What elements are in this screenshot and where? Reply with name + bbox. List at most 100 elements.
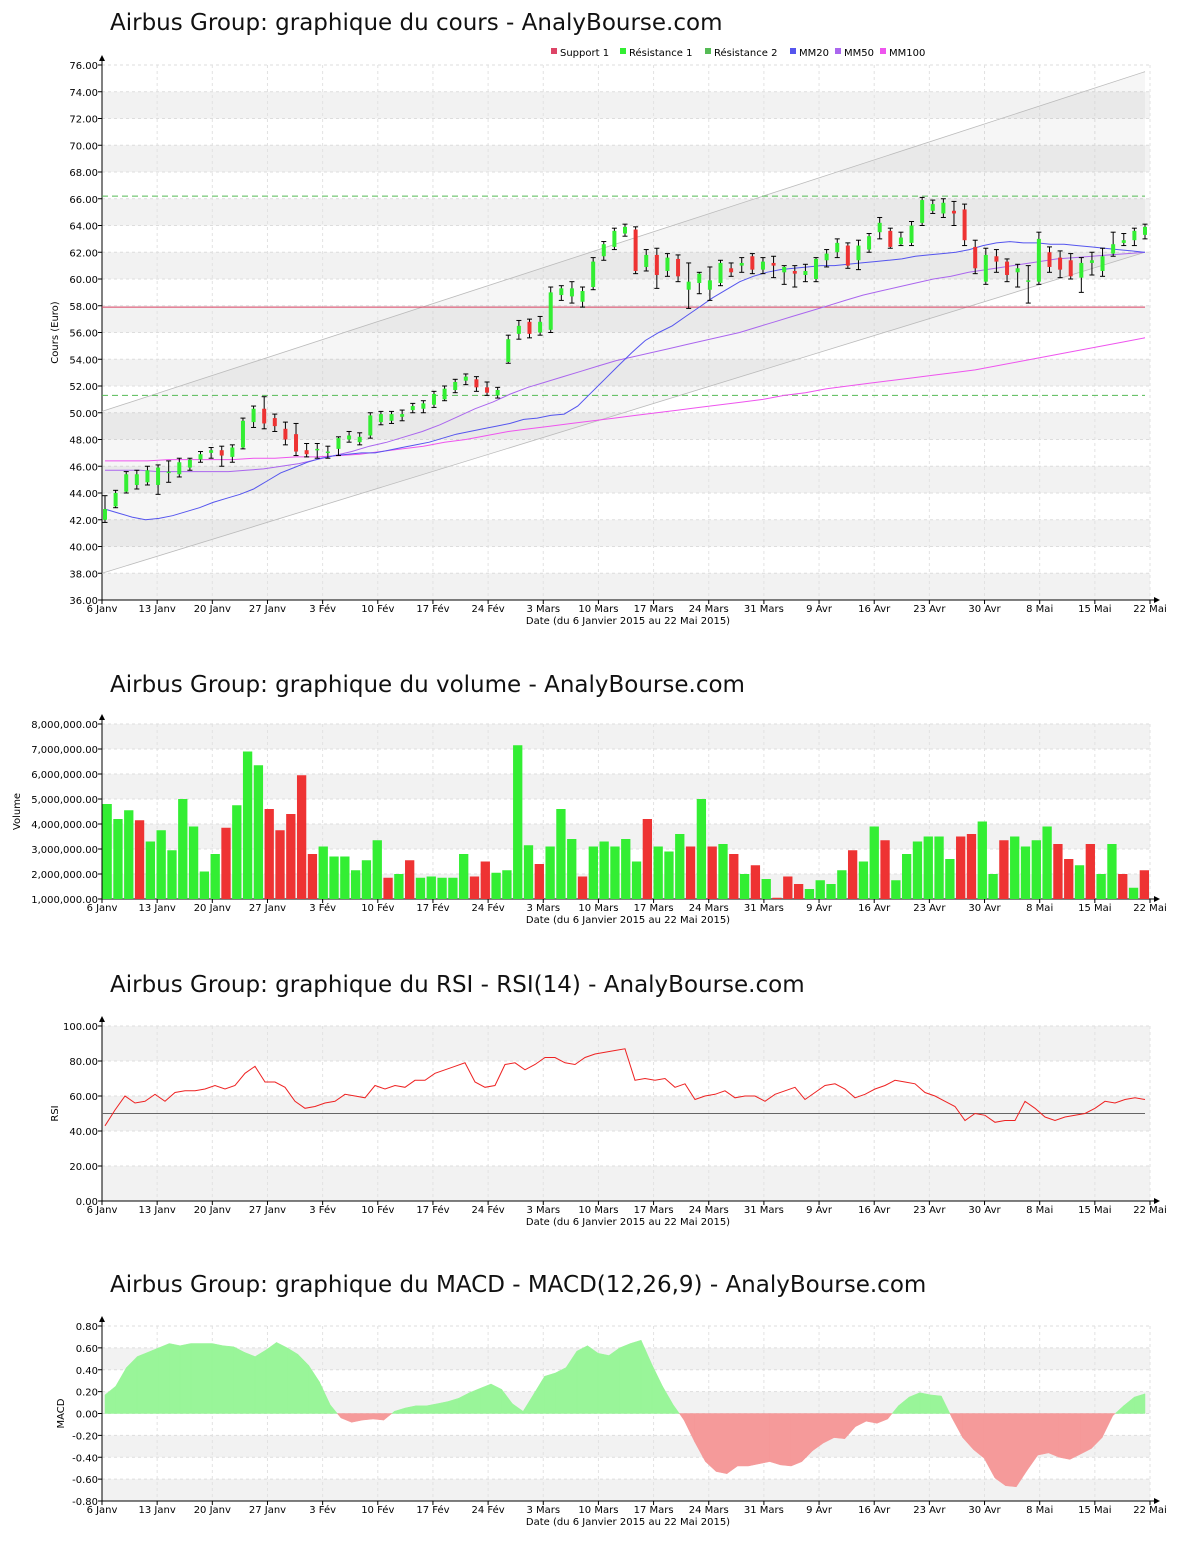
volume-bar bbox=[372, 840, 382, 899]
candle-body bbox=[1047, 252, 1052, 267]
candle-body bbox=[538, 321, 543, 333]
x-tick-label: 13 Janv bbox=[139, 903, 176, 914]
candle bbox=[1015, 263, 1021, 288]
candle-body bbox=[898, 237, 903, 245]
y-tick-label: 46.00 bbox=[69, 462, 98, 473]
candle-body bbox=[559, 288, 564, 296]
grid-band bbox=[102, 359, 1150, 386]
y-tick-label: 0.60 bbox=[76, 1344, 98, 1355]
x-tick-label: 20 Janv bbox=[194, 604, 231, 615]
x-tick-label: 20 Janv bbox=[194, 1205, 231, 1216]
candle bbox=[686, 262, 692, 309]
y-tick-label: 44.00 bbox=[69, 489, 98, 500]
candle-body bbox=[676, 258, 681, 277]
x-tick-label: 23 Avr bbox=[913, 1505, 946, 1516]
candle-body bbox=[1100, 256, 1105, 271]
volume-bar bbox=[124, 810, 134, 899]
volume-bar bbox=[783, 876, 793, 899]
volume-bar bbox=[567, 839, 577, 899]
legend-swatch bbox=[790, 48, 796, 54]
x-tick-label: 17 Fév bbox=[416, 902, 449, 914]
candle bbox=[1025, 265, 1031, 304]
candle-body bbox=[453, 381, 458, 391]
candle-body bbox=[198, 454, 203, 460]
volume-bar bbox=[545, 846, 555, 899]
candle bbox=[611, 227, 617, 251]
candle bbox=[1110, 231, 1116, 257]
candle bbox=[919, 196, 925, 226]
candle bbox=[346, 430, 352, 443]
x-tick-label: 24 Fév bbox=[472, 1504, 505, 1516]
y-tick-label: 3,000,000.00 bbox=[31, 845, 98, 856]
candle-body bbox=[654, 254, 659, 275]
rsi-chart: 0.00 20.00 40.00 60.00 80.00 100.00 6 Janv 13 J… bbox=[50, 1016, 1167, 1228]
volume-bar bbox=[956, 836, 966, 899]
candle-body bbox=[1089, 260, 1094, 263]
candle bbox=[749, 253, 755, 275]
candle-body bbox=[686, 281, 691, 290]
legend-swatch bbox=[880, 48, 886, 54]
y-tick-label: 68.00 bbox=[69, 168, 98, 179]
candle-body bbox=[113, 493, 118, 507]
candle bbox=[389, 410, 395, 424]
candle-body bbox=[336, 438, 341, 449]
candle bbox=[558, 285, 564, 301]
volume-bar bbox=[815, 880, 825, 899]
y-tick-label: 20.00 bbox=[69, 1162, 98, 1173]
volume-bar bbox=[977, 821, 987, 899]
x-tick-label: 8 Mai bbox=[1026, 1505, 1053, 1516]
candle bbox=[1068, 253, 1074, 280]
macd-positive-area bbox=[104, 1339, 1146, 1414]
candle-body bbox=[941, 202, 946, 214]
candle bbox=[378, 410, 384, 426]
y-tick-label: 70.00 bbox=[69, 141, 98, 152]
y-tick-label: 48.00 bbox=[69, 436, 98, 447]
volume-bar bbox=[631, 861, 642, 899]
x-tick-label: 24 Mars bbox=[689, 1505, 729, 1516]
x-tick-label: 16 Avr bbox=[858, 1505, 891, 1516]
candle-body bbox=[495, 390, 500, 396]
candle-body bbox=[867, 236, 872, 250]
candle bbox=[166, 460, 172, 483]
y-tick-label: 80.00 bbox=[69, 1057, 98, 1068]
channel-upper-line bbox=[101, 71, 1146, 412]
x-tick-label: 8 Mai bbox=[1026, 604, 1053, 615]
candle bbox=[495, 386, 501, 399]
candle bbox=[282, 421, 288, 446]
y-tick-label: 76.00 bbox=[69, 61, 98, 72]
x-tick-label: 15 Mai bbox=[1078, 903, 1111, 914]
x-tick-label: 23 Avr bbox=[913, 1205, 946, 1216]
y-tick-label: 36.00 bbox=[69, 596, 98, 607]
volume-bar bbox=[675, 834, 685, 899]
x-axis-label: Date (du 6 Janvier 2015 au 22 Mai 2015) bbox=[526, 915, 730, 926]
candle bbox=[410, 402, 416, 414]
y-axis-arrow bbox=[99, 1316, 105, 1322]
candle-body bbox=[166, 471, 171, 474]
legend-swatch bbox=[705, 48, 711, 54]
y-tick-label: 0.40 bbox=[76, 1366, 98, 1377]
grid-band bbox=[102, 145, 1150, 172]
candle-body bbox=[368, 415, 373, 436]
candle bbox=[463, 373, 469, 386]
candle bbox=[219, 445, 225, 467]
x-tick-label: 3 Fév bbox=[309, 603, 336, 615]
candle-body bbox=[569, 288, 574, 297]
volume-bar bbox=[1031, 840, 1041, 899]
x-tick-label: 22 Mai bbox=[1133, 604, 1166, 615]
candle-body bbox=[1005, 261, 1010, 275]
candle bbox=[335, 436, 341, 457]
candle-body bbox=[920, 200, 925, 223]
volume-bar bbox=[1010, 836, 1020, 899]
volume-bar bbox=[221, 827, 231, 899]
x-tick-label: 3 Fév bbox=[309, 902, 336, 914]
x-tick-label: 27 Janv bbox=[249, 1505, 286, 1516]
candle-body bbox=[145, 470, 150, 483]
volume-bar bbox=[1064, 859, 1074, 899]
x-tick-label: 17 Mars bbox=[634, 604, 674, 615]
x-tick-label: 13 Janv bbox=[139, 604, 176, 615]
y-tick-label: 7,000,000.00 bbox=[31, 745, 98, 756]
x-tick-label: 24 Mars bbox=[689, 604, 729, 615]
volume-bar bbox=[556, 809, 566, 899]
candle bbox=[781, 265, 787, 285]
candle-body bbox=[474, 379, 479, 388]
